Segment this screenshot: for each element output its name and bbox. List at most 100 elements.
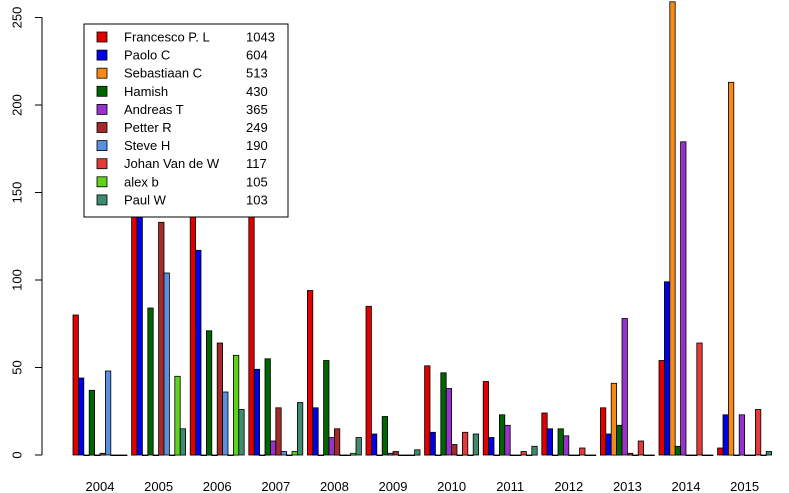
legend-entry-total: 430 [246,84,268,99]
bar-2004-1 [78,377,85,456]
bar-2004-6 [105,370,112,456]
bar-2015-5 [744,454,751,457]
legend-entry-name: Johan Van de W [124,156,220,171]
legend-swatch [96,104,108,115]
y-tick-label: 0 [9,451,24,458]
bar-2009-8 [408,454,416,457]
bar-2009-5 [392,451,399,456]
bar-2015-6 [749,454,756,457]
bar-2008-1 [312,407,319,456]
x-tick-label: 2009 [379,479,408,493]
legend-entry-name: Francesco P. L [124,30,210,45]
legend-swatch [96,67,108,79]
x-tick-label: 2015 [730,479,759,493]
legend-box [83,23,289,218]
bar-2011-9 [531,445,538,456]
bar-2014-4 [680,141,687,456]
x-tick-label: 2014 [672,479,701,493]
bar-2006-2 [200,454,207,457]
bar-2007-2 [259,454,266,457]
bar-2011-1 [488,437,495,456]
bar-2005-9 [179,428,186,456]
bar-2008-2 [317,454,325,457]
bar-2015-3 [733,454,740,457]
bar-2012-6 [573,454,581,457]
bar-2013-9 [648,454,655,457]
legend-swatch [96,176,108,188]
bar-2014-5 [685,454,692,457]
bar-2010-4 [445,388,453,456]
bar-2005-3 [147,307,154,456]
bar-2011-2 [493,454,500,457]
legend-entry-total: 117 [246,156,267,171]
bar-2010-3 [440,372,447,456]
x-tick-label: 2012 [554,479,583,493]
bar-2015-0 [717,447,724,456]
bar-2009-0 [365,305,372,456]
bar-2004-9 [121,454,128,457]
bar-2009-2 [376,454,383,457]
bar-2010-8 [467,454,474,457]
bar-2014-9 [707,454,714,457]
bar-2013-2 [610,382,618,456]
bar-2007-1 [253,368,260,456]
bar-2014-0 [658,360,665,456]
bar-2008-4 [328,437,335,456]
legend-entry-name: alex b [124,174,159,189]
x-tick-label: 2006 [203,479,232,493]
legend-swatch [96,158,108,170]
legend-entry-name: Sebastiaan C [124,66,202,81]
legend-entry-total: 190 [246,138,268,153]
bar-2005-2 [141,454,149,457]
bar-2006-8 [232,354,240,456]
bar-2013-4 [621,318,628,456]
x-tick-label: 2010 [437,479,466,493]
bar-2004-5 [99,452,106,456]
bar-2015-2 [728,81,735,456]
bars [72,1,773,457]
bar-2006-6 [222,391,229,456]
bar-2015-8 [760,454,767,457]
bar-2008-3 [323,360,330,456]
x-tick-label: 2011 [496,479,524,493]
bar-2011-7 [520,451,527,456]
bar-2004-0 [72,314,79,456]
bar-2005-7 [168,454,176,457]
bar-2009-7 [403,454,410,457]
bar-2008-0 [306,290,314,456]
bar-2013-6 [632,454,639,457]
bar-2015-7 [755,409,762,456]
bar-2006-5 [216,342,223,456]
legend: Francesco P. L 1043 Paolo C 604 Sebastiaan C… [83,23,289,218]
bar-2008-9 [355,437,362,456]
bar-2012-1 [546,428,554,456]
bar-2012-2 [552,454,559,457]
bar-2010-0 [424,365,431,456]
y-tick-label: 150 [9,182,24,204]
bar-2011-8 [526,454,533,457]
x-tick-label: 2008 [320,479,349,493]
bar-2006-3 [205,330,213,456]
legend-entry-name: Paolo C [124,48,170,63]
bar-2009-4 [387,452,394,456]
legend-entry-name: Andreas T [124,102,184,117]
bar-2012-7 [579,447,586,456]
bar-2010-9 [472,433,480,456]
bar-2004-4 [94,454,101,457]
bar-2014-2 [669,1,676,456]
bar-2005-8 [174,375,181,456]
bar-2008-6 [339,454,346,457]
bar-2012-0 [541,412,548,456]
bar-2013-0 [600,407,607,456]
bar-2010-7 [461,431,469,456]
legend-entry-total: 1043 [246,30,275,45]
y-tick-label: 250 [9,7,24,29]
bar-2008-5 [333,428,341,456]
bar-2012-3 [557,428,564,456]
y-tick-label: 100 [9,269,24,291]
legend-entry-total: 513 [246,66,268,81]
bar-2012-8 [584,454,591,457]
bar-2014-8 [701,454,709,457]
bar-2007-8 [291,451,298,456]
